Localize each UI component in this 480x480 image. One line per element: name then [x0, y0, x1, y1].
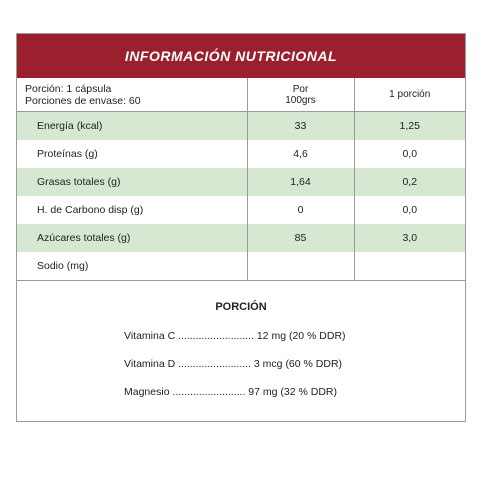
portion-section: PORCIÓN Vitamina C .....................…: [17, 286, 465, 421]
table-header-row: Porción: 1 cápsula Porciones de envase: …: [17, 78, 465, 112]
value-per-100g: 1,64: [246, 168, 354, 196]
value-per-portion: [353, 252, 465, 281]
column-header-per-portion: 1 porción: [353, 78, 465, 112]
serving-size: Porción: 1 cápsula: [25, 82, 112, 95]
vitamin-d-line: Vitamina D ......................... 3 m…: [124, 358, 343, 370]
nutrient-name: Energía (kcal): [17, 111, 247, 140]
nutrition-label: INFORMACIÓN NUTRICIONAL Porción: 1 cápsu…: [16, 33, 466, 422]
serving-info: Porción: 1 cápsula Porciones de envase: …: [17, 78, 247, 112]
label-title: INFORMACIÓN NUTRICIONAL: [124, 48, 338, 64]
table-row: Energía (kcal) 33 1,25: [17, 111, 465, 140]
vitamin-c-line: Vitamina C .......................... 12…: [124, 330, 346, 342]
value-per-100g: 33: [246, 111, 354, 140]
value-per-100g: 85: [246, 224, 354, 252]
value-per-100g: [246, 252, 354, 281]
table-row: Grasas totales (g) 1,64 0,2: [17, 168, 465, 196]
nutrition-table: Porción: 1 cápsula Porciones de envase: …: [17, 78, 465, 281]
value-per-100g: 4,6: [246, 140, 354, 168]
value-per-portion: 1,25: [353, 111, 465, 140]
nutrient-name: Azúcares totales (g): [17, 224, 247, 252]
nutrient-name: Sodio (mg): [17, 252, 247, 281]
value-per-portion: 0,2: [353, 168, 465, 196]
servings-per-container: Porciones de envase: 60: [25, 94, 141, 107]
portion-title: PORCIÓN: [215, 301, 267, 313]
nutrient-name: Proteínas (g): [37, 148, 98, 160]
table-row: Sodio (mg): [17, 252, 465, 281]
value-per-portion: 0,0: [353, 196, 465, 224]
magnesium-line: Magnesio ......................... 97 mg…: [124, 386, 337, 398]
value-per-100g: 0: [246, 196, 354, 224]
table-row: Proteínas (g) 4,6 0,0: [17, 140, 465, 168]
nutrient-name: H. de Carbono disp (g): [37, 204, 144, 216]
column-header-per-100g: Por 100grs: [246, 78, 354, 112]
table-row: Azúcares totales (g) 85 3,0: [17, 224, 465, 252]
label-header: INFORMACIÓN NUTRICIONAL: [17, 34, 465, 78]
value-per-portion: 0,0: [353, 140, 465, 168]
table-row: H. de Carbono disp (g) 0 0,0: [17, 196, 465, 224]
value-per-portion: 3,0: [353, 224, 465, 252]
nutrient-name: Grasas totales (g): [17, 168, 247, 196]
